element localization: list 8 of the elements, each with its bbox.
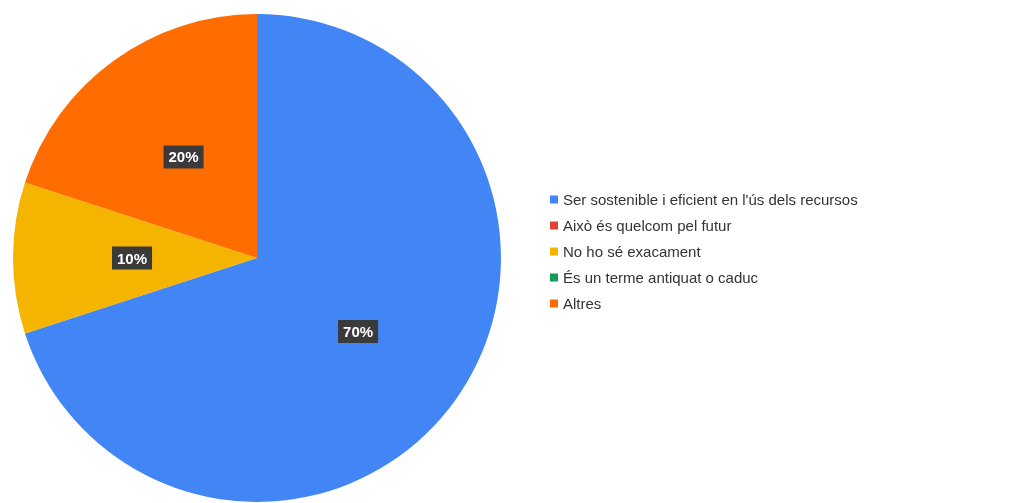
legend-label: No ho sé exacament [563, 243, 702, 260]
legend-label: Altres [563, 295, 602, 312]
legend-label: És un terme antiquat o caduc [563, 269, 759, 286]
legend-label: Això és quelcom pel futur [563, 217, 732, 234]
data-label: 20% [168, 148, 199, 166]
data-label: 70% [343, 322, 374, 340]
legend-label: Ser sostenible i eficient en l'ús dels recursos [563, 191, 858, 208]
data-label: 10% [117, 249, 148, 267]
